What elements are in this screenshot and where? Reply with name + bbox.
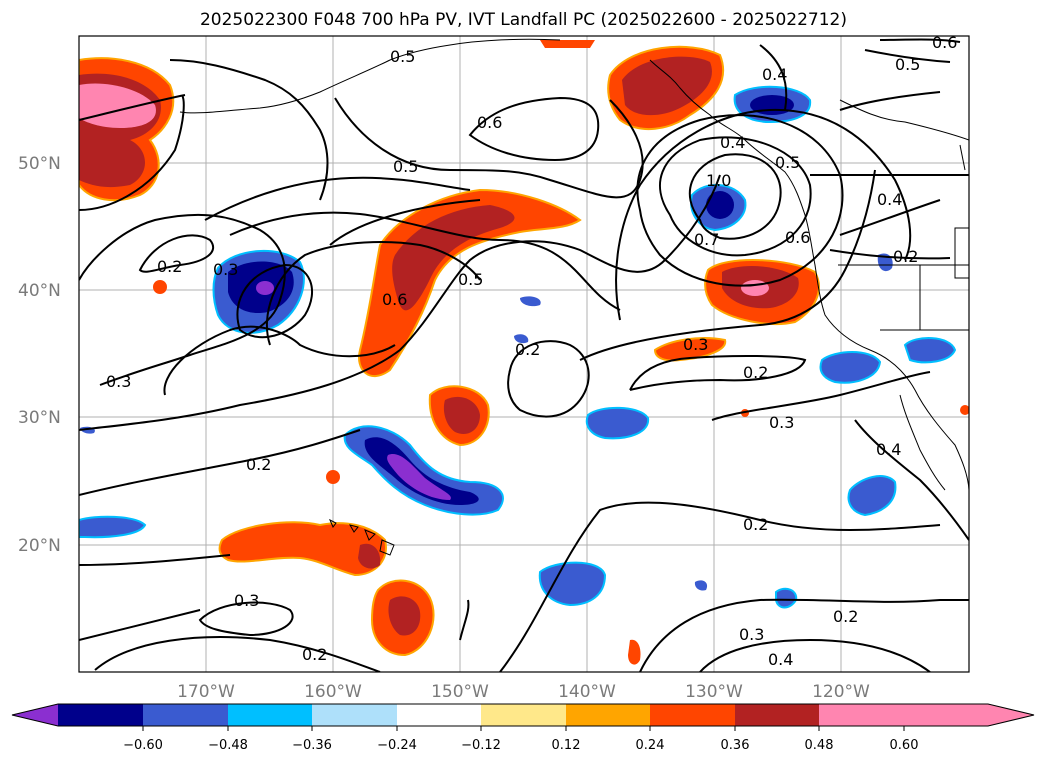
- map-panel: [79, 36, 969, 672]
- contour-label: 0.2: [743, 515, 768, 534]
- contour-label: 0.2: [246, 455, 271, 474]
- lon-label: 170°W: [177, 682, 235, 702]
- contour-label: 0.2: [515, 340, 540, 359]
- lon-label: 160°W: [304, 682, 362, 702]
- lon-label: 150°W: [431, 682, 489, 702]
- colorbar-tick-label: −0.60: [123, 738, 163, 753]
- colorbar-tick-label: −0.48: [208, 738, 248, 753]
- colorbar-segment: [312, 704, 397, 726]
- lat-label: 50°N: [18, 154, 61, 174]
- colorbar-segment: [58, 704, 143, 726]
- contour-label: 0.3: [213, 260, 238, 279]
- contour-label: 0.2: [302, 645, 327, 664]
- colorbar-tick-label: 0.24: [636, 738, 665, 753]
- colorbar-segment: [819, 704, 904, 726]
- contour-label: 0.2: [833, 607, 858, 626]
- contour-labels: 0.6 0.5 0.4 0.5 0.6 0.5 0.2 0.3 0.6 0.5 …: [106, 33, 957, 669]
- contour-label: 0.4: [720, 133, 745, 152]
- colorbar-segment: [650, 704, 735, 726]
- colorbar-tick-label: −0.12: [461, 738, 501, 753]
- colorbar-extend-high: [904, 704, 1034, 726]
- contour-label: 0.6: [785, 228, 810, 247]
- colorbar-tick-label: −0.36: [292, 738, 332, 753]
- colorbar-segment: [228, 704, 312, 726]
- colorbar-tick-label: 0.36: [721, 738, 750, 753]
- contour-label: 0.2: [893, 247, 918, 266]
- colorbar-tick-label: 0.12: [552, 738, 581, 753]
- lon-label: 120°W: [812, 682, 870, 702]
- map-frame: [78, 35, 970, 673]
- colorbar-tick-label: 0.60: [890, 738, 919, 753]
- lon-label: 140°W: [558, 682, 616, 702]
- contour-label: 0.2: [157, 257, 182, 276]
- contour-label: 0.4: [768, 650, 793, 669]
- contour-label: 0.3: [106, 372, 131, 391]
- colorbar-segment: [735, 704, 819, 726]
- colorbar-segment: [481, 704, 566, 726]
- colorbar-tick-label: 0.48: [805, 738, 834, 753]
- pv-contours: [79, 38, 969, 672]
- colorbar-tick-label: −0.24: [377, 738, 417, 753]
- lat-label: 40°N: [18, 281, 61, 301]
- contour-label: 0.5: [390, 47, 415, 66]
- colorbar-segment: [143, 704, 228, 726]
- colorbar-ticks: [142, 726, 905, 731]
- lon-label: 130°W: [685, 682, 743, 702]
- lat-label: 30°N: [18, 408, 61, 428]
- colorbar-outline: [11, 703, 1035, 727]
- contour-label: 0.5: [393, 157, 418, 176]
- latitude-labels: 50°N 40°N 30°N 20°N: [18, 154, 61, 556]
- map-title: 2025022300 F048 700 hPa PV, IVT Landfall…: [199, 10, 847, 30]
- colorbar-segment: [397, 704, 481, 726]
- contour-label: 0.4: [877, 190, 902, 209]
- colorbar-extend-low: [12, 704, 58, 726]
- contour-label: 1.0: [706, 171, 731, 190]
- contour-label: 0.3: [739, 625, 764, 644]
- contour-label: 0.4: [876, 440, 901, 459]
- contour-label: 0.4: [762, 65, 787, 84]
- colorbar-segment: [566, 704, 650, 726]
- lat-label: 20°N: [18, 536, 61, 556]
- longitude-labels: 170°W 160°W 150°W 140°W 130°W 120°W: [177, 682, 870, 702]
- colorbar: −0.60 −0.48 −0.36 −0.24 −0.12 0.12 0.24 …: [11, 703, 1035, 753]
- contour-label: 0.5: [895, 55, 920, 74]
- contour-label: 0.3: [769, 413, 794, 432]
- contour-label: 0.3: [683, 335, 708, 354]
- coastlines: [179, 38, 969, 556]
- contour-label: 0.6: [477, 113, 502, 132]
- contour-label: 0.6: [932, 33, 957, 52]
- ivt-anomaly-fills: [79, 40, 969, 665]
- contour-label: 0.5: [775, 153, 800, 172]
- contour-label: 0.2: [743, 363, 768, 382]
- contour-label: 0.6: [382, 290, 407, 309]
- contour-label: 0.7: [694, 230, 719, 249]
- contour-label: 0.3: [234, 591, 259, 610]
- contour-label: 0.5: [458, 270, 483, 289]
- colorbar-tick-labels: −0.60 −0.48 −0.36 −0.24 −0.12 0.12 0.24 …: [123, 738, 918, 753]
